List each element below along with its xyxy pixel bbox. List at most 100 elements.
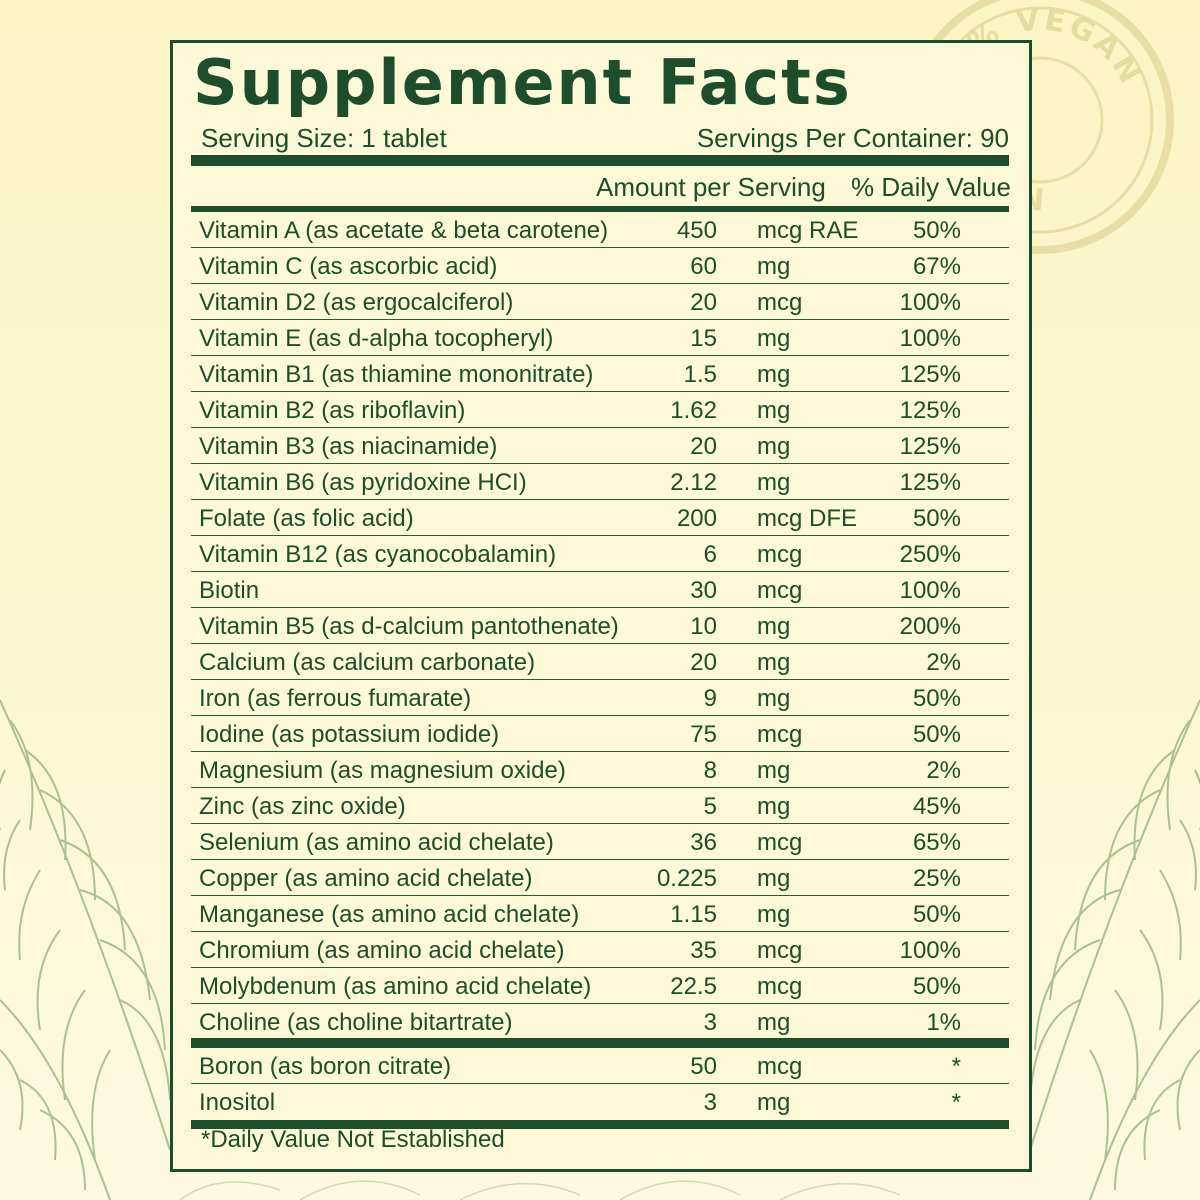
row-divider xyxy=(191,607,1009,608)
nutrient-unit: mcg RAE xyxy=(757,217,859,244)
nutrient-daily-value: 125% xyxy=(899,433,961,460)
nutrient-row: Vitamin E (as d-alpha tocopheryl) 15 mg 100… xyxy=(191,320,1009,356)
row-divider xyxy=(191,751,1009,752)
row-divider xyxy=(191,535,1009,536)
nutrient-unit: mcg xyxy=(757,829,803,856)
nutrient-name: Folate (as folic acid) xyxy=(199,505,414,532)
nutrient-unit: mcg xyxy=(757,289,803,316)
nutrient-name: Iodine (as potassium iodide) xyxy=(199,721,500,748)
nutrient-amount: 20 xyxy=(690,289,717,316)
row-divider xyxy=(191,679,1009,680)
nutrient-unit: mg xyxy=(757,901,791,928)
nutrient-daily-value: 1% xyxy=(926,1009,961,1036)
nutrient-name: Calcium (as calcium carbonate) xyxy=(199,649,536,676)
nutrient-amount: 0.225 xyxy=(656,865,717,892)
nutrient-name: Molybdenum (as amino acid chelate) xyxy=(199,973,592,1000)
nutrient-daily-value: 50% xyxy=(912,721,961,748)
nutrient-amount: 22.5 xyxy=(670,973,717,1000)
nutrient-amount: 60 xyxy=(690,253,717,280)
nutrient-name: Copper (as amino acid chelate) xyxy=(199,865,533,892)
nutrient-daily-value: 50% xyxy=(912,217,961,244)
nutrient-row: Vitamin B3 (as niacinamide) 20 mg 125% xyxy=(191,428,1009,464)
nutrient-row: Boron (as boron citrate) 50 mcg * xyxy=(191,1048,1009,1084)
nutrient-daily-value: 200% xyxy=(899,613,961,640)
nutrient-daily-value: 2% xyxy=(926,757,961,784)
row-divider xyxy=(191,283,1009,284)
nutrient-row: Molybdenum (as amino acid chelate) 22.5 mc… xyxy=(191,968,1009,1004)
nutrient-row: Vitamin D2 (as ergocalciferol) 20 mcg 100% xyxy=(191,284,1009,320)
nutrient-daily-value: 45% xyxy=(912,793,961,820)
nutrient-row: Biotin 30 mcg 100% xyxy=(191,572,1009,608)
nutrient-name: Vitamin B1 (as thiamine mononitrate) xyxy=(199,361,594,388)
nutrient-amount: 450 xyxy=(676,217,717,244)
nutrient-daily-value: 125% xyxy=(899,361,961,388)
nutrient-unit: mg xyxy=(757,865,791,892)
nutrient-row: Vitamin C (as ascorbic acid) 60 mg 67% xyxy=(191,248,1009,284)
nutrient-row: Magnesium (as magnesium oxide) 8 mg 2% xyxy=(191,752,1009,788)
thick-divider-top xyxy=(191,155,1009,166)
nutrient-amount: 30 xyxy=(690,577,717,604)
nutrient-unit: mg xyxy=(757,793,791,820)
nutrient-unit: mg xyxy=(757,757,791,784)
nutrient-amount: 75 xyxy=(690,721,717,748)
nutrient-amount: 200 xyxy=(676,505,717,532)
label-title: Supplement Facts xyxy=(193,46,852,119)
nutrient-amount: 15 xyxy=(690,325,717,352)
nutrient-daily-value: 2% xyxy=(926,649,961,676)
footnote: *Daily Value Not Established xyxy=(201,1126,505,1153)
nutrient-daily-value: 50% xyxy=(912,901,961,928)
nutrient-unit: mcg DFE xyxy=(757,505,858,532)
nutrient-row: Zinc (as zinc oxide) 5 mg 45% xyxy=(191,788,1009,824)
row-divider xyxy=(191,319,1009,320)
nutrient-amount: 20 xyxy=(690,649,717,676)
nutrient-name: Vitamin B3 (as niacinamide) xyxy=(199,433,498,460)
nutrient-amount: 1.5 xyxy=(683,361,717,388)
nutrient-row: Selenium (as amino acid chelate) 36 mcg 65% xyxy=(191,824,1009,860)
servings-per-container: Servings Per Container: 90 xyxy=(696,123,1009,153)
nutrient-row: Calcium (as calcium carbonate) 20 mg 2% xyxy=(191,644,1009,680)
nutrient-unit: mcg xyxy=(757,937,803,964)
nutrient-unit: mcg xyxy=(757,721,803,748)
row-divider xyxy=(191,643,1009,644)
nutrient-unit: mg xyxy=(757,613,791,640)
column-header-daily-value: % Daily Value xyxy=(851,172,1011,202)
row-divider xyxy=(191,715,1009,716)
nutrient-unit: mcg xyxy=(757,541,803,568)
nutrient-unit: mg xyxy=(757,1089,791,1116)
row-divider xyxy=(191,391,1009,392)
nutrient-daily-value: 65% xyxy=(912,829,961,856)
row-divider xyxy=(191,787,1009,788)
nutrient-row: Vitamin B5 (as d-calcium pantothenate) 10… xyxy=(191,608,1009,644)
nutrient-amount: 36 xyxy=(690,829,717,856)
nutrient-amount: 10 xyxy=(690,613,717,640)
row-divider xyxy=(191,427,1009,428)
row-divider xyxy=(191,355,1009,356)
nutrient-name: Vitamin C (as ascorbic acid) xyxy=(199,253,498,280)
nutrient-row: Choline (as choline bitartrate) 3 mg 1% xyxy=(191,1004,1009,1040)
nutrient-amount: 1.62 xyxy=(670,397,717,424)
nutrient-row: Vitamin A (as acetate & beta carotene) 45… xyxy=(191,212,1009,248)
row-divider xyxy=(191,967,1009,968)
nutrient-daily-value: 100% xyxy=(899,937,961,964)
nutrient-name: Manganese (as amino acid chelate) xyxy=(199,901,580,928)
nutrient-name: Choline (as choline bitartrate) xyxy=(199,1009,513,1036)
nutrient-amount: 8 xyxy=(703,757,717,784)
thick-divider-other-ingredients xyxy=(191,1038,1009,1048)
nutrient-unit: mg xyxy=(757,325,791,352)
nutrient-row: Chromium (as amino acid chelate) 35 mcg 100… xyxy=(191,932,1009,968)
row-divider xyxy=(191,463,1009,464)
nutrient-row: Folate (as folic acid) 200 mcg DFE 50% xyxy=(191,500,1009,536)
nutrient-name: Boron (as boron citrate) xyxy=(199,1053,452,1080)
nutrient-daily-value: 67% xyxy=(912,253,961,280)
nutrient-row: Iron (as ferrous fumarate) 9 mg 50% xyxy=(191,680,1009,716)
nutrient-name: Vitamin D2 (as ergocalciferol) xyxy=(199,289,514,316)
nutrient-unit: mg xyxy=(757,685,791,712)
nutrient-amount: 35 xyxy=(690,937,717,964)
row-divider xyxy=(191,859,1009,860)
row-divider xyxy=(191,499,1009,500)
row-divider xyxy=(191,1083,1009,1084)
nutrient-unit: mg xyxy=(757,361,791,388)
nutrient-name: Selenium (as amino acid chelate) xyxy=(199,829,554,856)
nutrient-daily-value: * xyxy=(951,1053,961,1080)
nutrient-unit: mcg xyxy=(757,577,803,604)
